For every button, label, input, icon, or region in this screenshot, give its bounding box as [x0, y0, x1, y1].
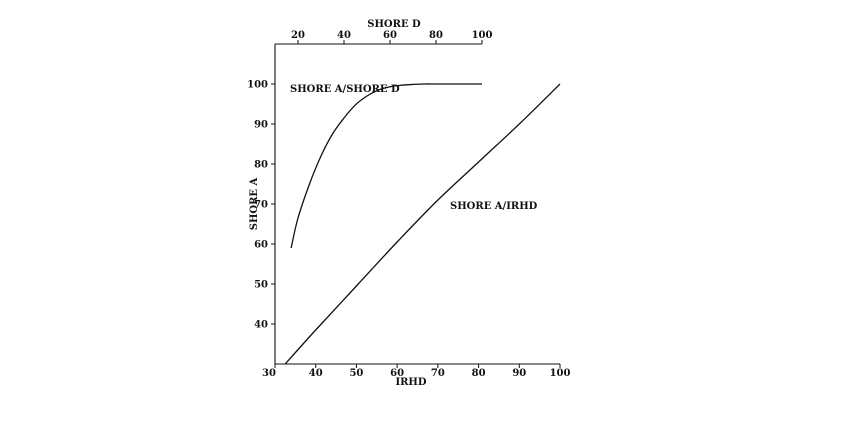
shore-a-irhd-label: SHORE A/IRHD: [450, 201, 538, 212]
shore-a-shore-d-label: SHORE A/SHORE D: [290, 84, 400, 95]
shore-a-irhd-line: [284, 83, 561, 365]
curves-layer: [284, 83, 561, 365]
y-axis-title: SHORE A: [249, 177, 260, 230]
x-tick-label: 30: [262, 368, 276, 379]
y-tick-label: 90: [254, 120, 268, 131]
x-tick-label: 60: [390, 368, 404, 379]
top-axis-title: SHORE D: [367, 19, 421, 30]
y-tick-label: 40: [254, 320, 268, 331]
y-tick-label: 60: [254, 240, 268, 251]
shore-a-shore-d-curve: [290, 83, 482, 249]
y-tick-label: 100: [247, 80, 268, 91]
ticks-layer: 30 40 50 60 70 80 90 100 40 50 60 70 80 90 100 20 40 60 80…: [247, 30, 570, 379]
x-tick-label: 70: [431, 368, 445, 379]
x-axis-title: IRHD: [395, 377, 426, 388]
x-tick-label: 90: [512, 368, 526, 379]
x-tick-label: 40: [309, 368, 323, 379]
y-tick-label: 80: [254, 160, 268, 171]
top-tick-label: 60: [383, 30, 397, 41]
y-tick-label: 70: [254, 200, 268, 211]
x-tick-label: 80: [472, 368, 486, 379]
x-tick-label: 100: [550, 368, 571, 379]
top-tick-label: 100: [472, 30, 493, 41]
y-tick-label: 50: [254, 280, 268, 291]
x-tick-label: 50: [349, 368, 363, 379]
top-tick-label: 20: [291, 30, 305, 41]
top-tick-label: 40: [337, 30, 351, 41]
top-tick-label: 80: [429, 30, 443, 41]
